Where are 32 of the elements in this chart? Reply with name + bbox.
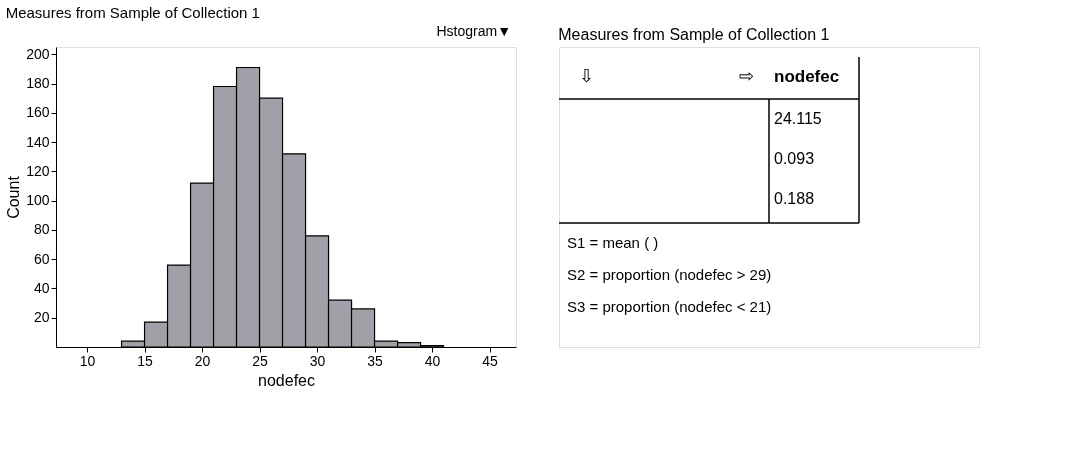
text: S1 = mean ( ) (567, 234, 659, 251)
chart-title: Measures from Sample of Collection 1 (5, 4, 260, 21)
y-tick-label: 60 (33, 250, 50, 267)
y-tick-label: 20 (33, 309, 50, 326)
x-tick-label: 35 (367, 352, 384, 369)
y-tick-label: 100 (26, 192, 50, 209)
y-tick-label: 80 (33, 221, 50, 238)
y-tick-label: 40 (33, 279, 50, 296)
text: Hstogram▼ (436, 23, 511, 39)
y-tick-label: 160 (26, 104, 50, 121)
x-tick-label: 30 (309, 352, 326, 369)
x-tick-label: 25 (252, 352, 269, 369)
text: 0.093 (774, 150, 815, 167)
x-tick-label: 10 (79, 352, 96, 369)
x-tick-label: 45 (482, 352, 499, 369)
text: 0.188 (774, 190, 815, 207)
text: S3 = proportion (nodefec < 21) (567, 298, 772, 315)
text: ⇨ (739, 66, 754, 86)
y-tick-label: 140 (26, 133, 50, 150)
text: S2 = proportion (nodefec > 29) (567, 266, 772, 283)
y-tick-label: 120 (26, 162, 50, 179)
text: Measures from Sample of Collection 1 (558, 26, 830, 43)
text: nodefec (774, 67, 840, 86)
text: 24.115 (774, 110, 822, 127)
y-tick-label: 180 (26, 75, 50, 92)
y-tick-label: 200 (26, 45, 50, 62)
y-axis-title: Count (5, 175, 23, 219)
x-tick-label: 40 (424, 352, 441, 369)
x-tick-label: 15 (137, 352, 154, 369)
text: ⇩ (579, 66, 594, 86)
x-axis-title: nodefec (258, 371, 315, 389)
x-tick-label: 20 (194, 352, 211, 369)
